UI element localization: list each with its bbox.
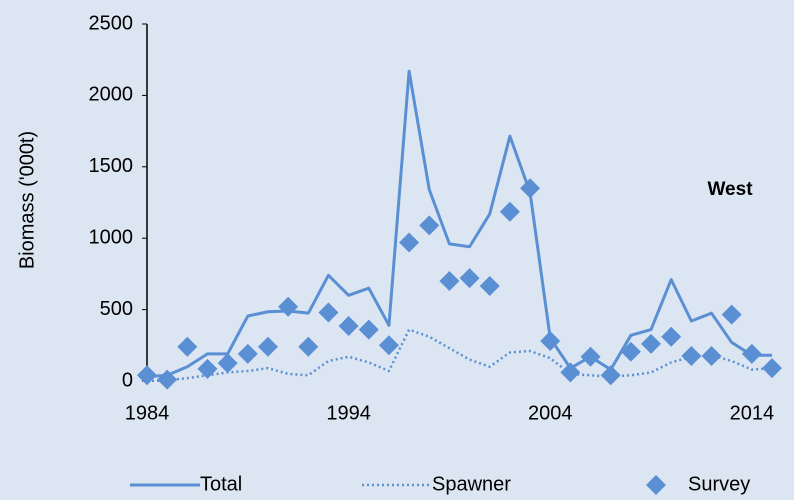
- y-tick-label: 1000: [89, 226, 134, 248]
- survey-marker: [439, 271, 460, 292]
- survey-marker: [157, 369, 178, 390]
- survey-marker: [217, 353, 238, 374]
- survey-marker: [580, 346, 601, 367]
- legend-symbol: [646, 475, 666, 495]
- survey-marker: [318, 302, 339, 323]
- legend-label: Spawner: [432, 473, 511, 495]
- y-tick-label: 500: [100, 298, 133, 320]
- survey-marker: [298, 336, 319, 357]
- survey-marker: [641, 333, 662, 354]
- survey-marker: [459, 268, 480, 289]
- survey-marker: [378, 335, 399, 356]
- x-tick-label: 2014: [730, 402, 775, 424]
- y-tick-label: 1500: [89, 155, 134, 177]
- series-line: [146, 69, 772, 379]
- survey-marker: [721, 304, 742, 325]
- survey-marker: [257, 336, 278, 357]
- x-tick-label: 1994: [326, 402, 371, 424]
- y-tick-label: 2000: [89, 84, 134, 106]
- survey-marker: [600, 365, 621, 386]
- survey-marker: [701, 346, 722, 367]
- survey-marker: [520, 178, 541, 199]
- y-tick-label: 2500: [89, 12, 134, 34]
- survey-marker: [479, 276, 500, 297]
- survey-marker: [399, 232, 420, 253]
- survey-marker: [681, 346, 702, 367]
- survey-marker: [661, 326, 682, 347]
- survey-marker: [620, 341, 641, 362]
- legend-label: Survey: [688, 473, 750, 495]
- survey-marker: [197, 358, 218, 379]
- survey-marker: [762, 358, 782, 379]
- survey-marker: [338, 316, 359, 337]
- survey-marker: [137, 365, 157, 386]
- x-tick-label: 1984: [125, 402, 170, 424]
- y-axis-label: Biomass ('000t): [16, 131, 38, 269]
- y-tick-label: 0: [122, 369, 133, 391]
- survey-marker: [560, 362, 581, 383]
- survey-marker: [177, 336, 198, 357]
- survey-marker: [419, 215, 440, 236]
- legend-label: Total: [200, 473, 242, 495]
- survey-marker: [237, 343, 258, 364]
- survey-marker: [278, 296, 299, 317]
- survey-marker: [499, 201, 520, 222]
- x-tick-label: 2004: [528, 402, 573, 424]
- survey-marker: [358, 319, 379, 340]
- annotation: West: [707, 179, 753, 200]
- survey-marker: [540, 331, 561, 352]
- survey-marker: [741, 343, 762, 364]
